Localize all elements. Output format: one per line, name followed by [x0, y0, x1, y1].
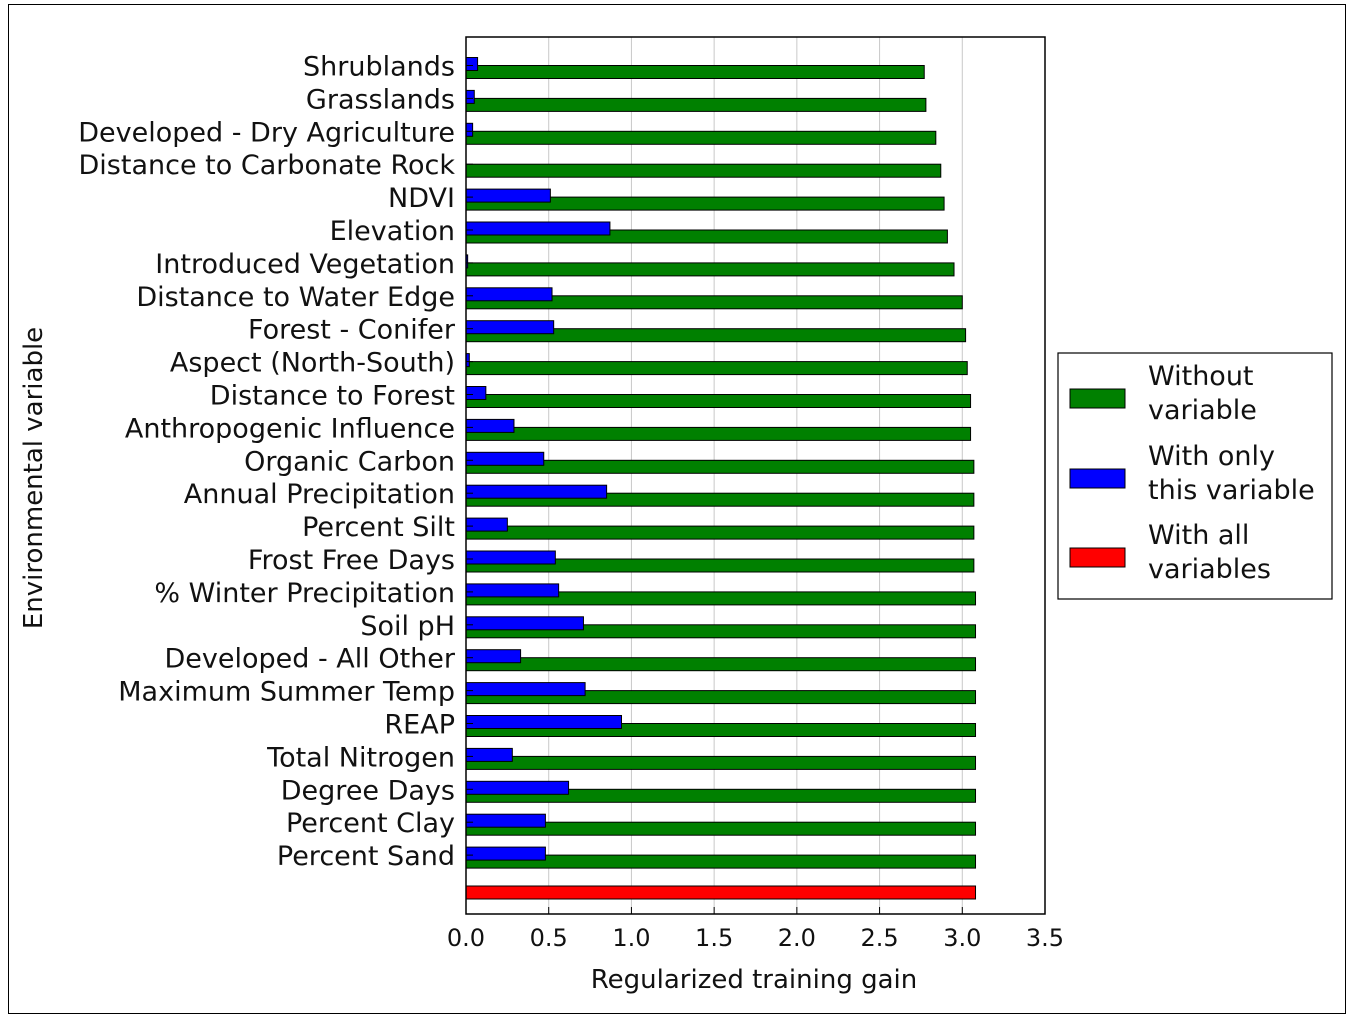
- bar-with-only-variable: [465, 715, 623, 729]
- bar-with-only-variable: [465, 287, 553, 302]
- y-tick-label: Frost Free Days: [248, 545, 455, 576]
- y-tick-label: Organic Carbon: [244, 446, 455, 477]
- y-tick-label: Aspect (North-South): [170, 348, 455, 379]
- y-axis-label: Environmental variable: [19, 327, 49, 629]
- y-tick-label: % Winter Precipitation: [154, 578, 455, 609]
- y-tick-label: Shrublands: [303, 52, 455, 83]
- bar-without-variable: [465, 163, 942, 178]
- bar-with-only-variable: [465, 616, 584, 631]
- y-tick-label: Elevation: [330, 216, 455, 247]
- bar-without-variable: [465, 426, 972, 441]
- x-tick-label: 1.0: [612, 924, 650, 952]
- bar-with-only-variable: [465, 550, 556, 565]
- y-tick-label: Annual Precipitation: [184, 479, 455, 510]
- bars: [465, 57, 977, 900]
- x-tick-label: 0.5: [530, 924, 568, 952]
- legend-label: With only: [1148, 441, 1275, 472]
- bar-with-only-variable: [465, 386, 487, 400]
- y-tick-label: REAP: [384, 710, 455, 741]
- y-tick-label: Distance to Water Edge: [136, 282, 455, 313]
- y-tick-label: Percent Sand: [277, 841, 455, 872]
- y-tick-label: Distance to Carbonate Rock: [79, 150, 456, 181]
- y-tick-label: Total Nitrogen: [266, 742, 455, 773]
- bar-without-variable: [465, 657, 977, 672]
- y-tick-label: Maximum Summer Temp: [118, 677, 455, 708]
- legend-label: this variable: [1148, 475, 1315, 506]
- bar-without-variable: [465, 130, 937, 145]
- y-tick-label: Percent Clay: [286, 808, 455, 839]
- x-tick-label: 2.0: [778, 924, 816, 952]
- bar-with-only-variable: [465, 813, 546, 828]
- legend-swatch: [1069, 547, 1126, 568]
- legend-label: With all: [1148, 520, 1249, 551]
- bar-with-only-variable: [465, 320, 555, 335]
- y-tick-label: Percent Silt: [302, 512, 455, 543]
- bar-without-variable: [465, 755, 977, 770]
- x-axis-label: Regularized training gain: [591, 965, 918, 995]
- bar-with-only-variable: [465, 122, 474, 137]
- y-tick-label: Anthropogenic Influence: [125, 413, 455, 444]
- x-tick-labels: 0.0 0.5 1.0 1.5 2.0 2.5 3.0 3.5: [447, 907, 1064, 952]
- plot-area: [465, 36, 1046, 915]
- bar-with-only-variable: [465, 747, 513, 762]
- bar-with-only-variable: [465, 583, 560, 598]
- bar-without-variable: [465, 262, 955, 277]
- legend-label: variables: [1148, 554, 1271, 585]
- bar-without-variable: [465, 97, 927, 112]
- x-tick-label: 2.5: [860, 924, 898, 952]
- legend-swatch: [1069, 388, 1126, 409]
- x-tick-label: 1.5: [695, 924, 733, 952]
- bar-with-all-variables: [465, 885, 977, 900]
- y-tick-label: Soil pH: [360, 611, 455, 642]
- bar-without-variable: [465, 394, 972, 408]
- bar-with-only-variable: [465, 188, 551, 203]
- legend-label: Without: [1148, 361, 1254, 392]
- y-tick-label: Developed - All Other: [164, 644, 455, 675]
- bar-with-only-variable: [465, 418, 515, 433]
- bar-with-only-variable: [465, 682, 586, 697]
- bar-without-variable: [465, 361, 968, 376]
- y-tick-label: Degree Days: [281, 775, 455, 806]
- y-tick-label: Distance to Forest: [210, 381, 455, 412]
- bar-with-only-variable: [465, 649, 522, 664]
- y-tick-label: Developed - Dry Agriculture: [78, 117, 455, 148]
- y-tick-label: Forest - Conifer: [248, 315, 456, 346]
- bar-with-only-variable: [465, 57, 479, 71]
- y-tick-label: NDVI: [388, 183, 455, 214]
- bar-with-only-variable: [465, 517, 508, 532]
- legend-label: variable: [1148, 395, 1257, 426]
- bar-with-only-variable: [465, 846, 546, 861]
- bar-with-only-variable: [465, 780, 570, 795]
- bar-without-variable: [465, 65, 925, 79]
- bar-with-only-variable: [465, 484, 608, 499]
- y-tick-label: Introduced Vegetation: [155, 249, 455, 280]
- y-tick-label: Grasslands: [306, 84, 455, 115]
- x-tick-label: 3.5: [1026, 924, 1064, 952]
- x-tick-label: 0.0: [447, 924, 485, 952]
- bar-with-only-variable: [465, 89, 475, 104]
- bar-with-only-variable: [465, 451, 545, 466]
- x-tick-label: 3.0: [943, 924, 981, 952]
- bar-with-only-variable: [465, 221, 611, 236]
- legend-swatch: [1069, 468, 1126, 489]
- bar-without-variable: [465, 525, 975, 540]
